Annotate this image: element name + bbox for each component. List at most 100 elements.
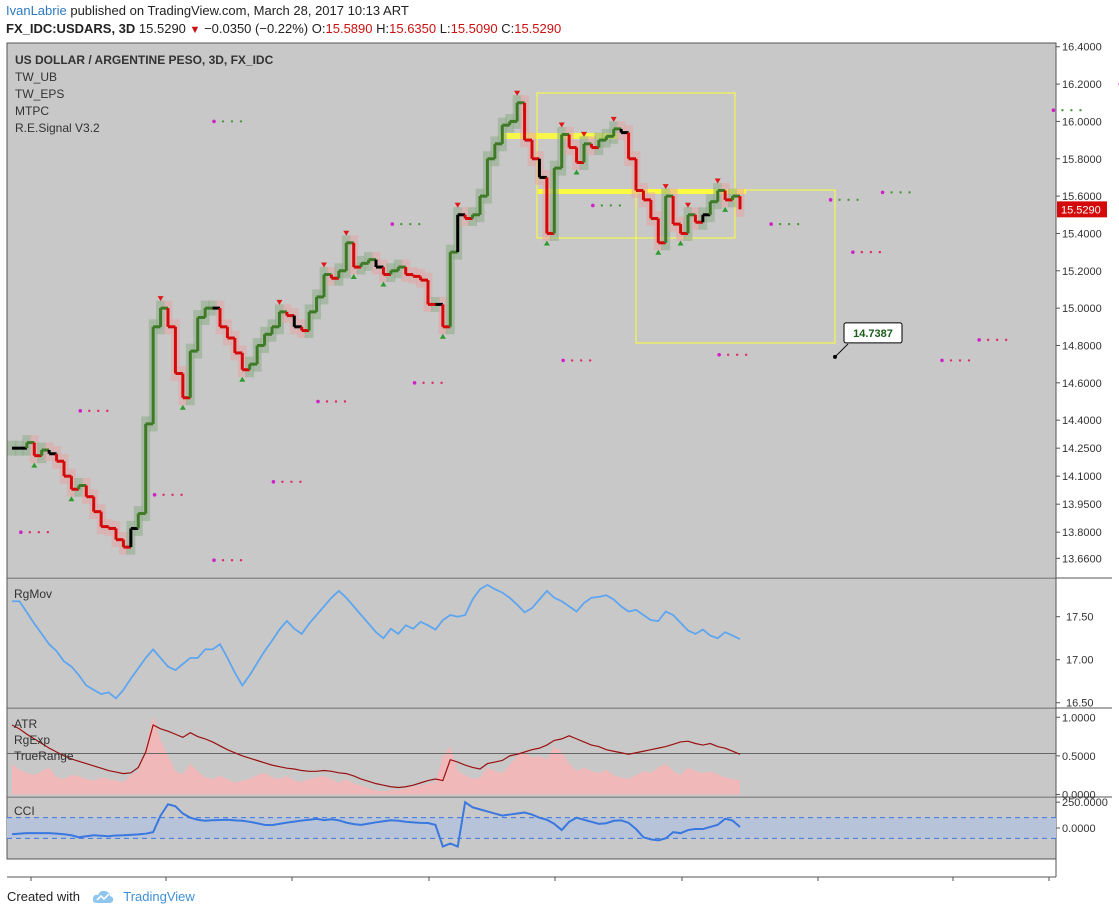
symbol-label: FX_IDC:USDARS, 3D: [6, 21, 136, 36]
sell-signal-triangle: [610, 116, 617, 122]
lower-band-dot: [46, 530, 50, 534]
lower-band-dot: [735, 353, 739, 357]
lower-band-dot: [986, 338, 990, 342]
cci-pane: CCI 250.0000 0.0000: [7, 797, 1108, 849]
lower-band-dot: [343, 400, 347, 403]
upper-band-dot: [1061, 109, 1064, 112]
y-tick-label: 16.0000: [1062, 116, 1102, 128]
lower-band-dot-lead: [940, 358, 944, 363]
main-pane: 16.4000 16.2000 16.0000 15.8000 15.6000 15.40…: [7, 42, 1119, 565]
lower-band-dot: [299, 480, 302, 483]
y-tick-label: 14.1000: [1062, 471, 1102, 483]
upper-band-dot: [1070, 109, 1073, 112]
created-with-text: Created with: [7, 889, 80, 904]
upper-band-dot-lead: [591, 203, 595, 208]
upper-band-dot-lead: [390, 222, 395, 226]
y-tick-label: 16.2000: [1062, 79, 1102, 91]
sell-signal-triangle: [514, 90, 521, 96]
lower-band-dot: [422, 381, 425, 385]
rgmov-tick-label: 17.50: [1066, 612, 1094, 624]
y-tick-label: 13.8000: [1062, 527, 1102, 539]
cci-line: [11, 800, 741, 849]
upper-band-dot: [618, 204, 622, 207]
y-tick-label: 15.6000: [1062, 191, 1102, 203]
buy-signal-triangle: [68, 496, 75, 502]
atr-tick-label: 0.5000: [1062, 751, 1096, 763]
sell-signal-triangle: [685, 202, 691, 208]
tradingview-brand-link[interactable]: TradingView: [123, 889, 195, 904]
chart-svg[interactable]: 16.4000 16.2000 16.0000 15.8000 15.6000 15.40…: [0, 40, 1119, 885]
lower-band-dot: [726, 353, 730, 357]
open-value: 15.5890: [325, 21, 373, 36]
lower-band-dot: [290, 480, 293, 483]
y-tick-label: 14.6000: [1062, 378, 1102, 390]
sell-signal-triangle: [714, 178, 721, 184]
lower-band-dot-lead: [717, 353, 721, 357]
open-label: O:: [311, 21, 326, 36]
author-link[interactable]: IvanLabrie: [6, 3, 67, 18]
last-price-badge-label: 15.5290: [1061, 204, 1101, 216]
lower-band-dot: [744, 353, 748, 357]
y-tick-label: 15.4000: [1062, 228, 1102, 240]
lower-band-dot: [860, 250, 864, 254]
cci-tick-label: 250.0000: [1062, 797, 1108, 809]
atr-pane: ATR RgExp TrueRange 1.0000 0.5000 0.0000: [7, 712, 1096, 801]
chart-header: IvanLabrie published on TradingView.com,…: [6, 2, 1106, 38]
lower-band-dot: [28, 530, 32, 534]
lower-band-dot: [171, 493, 174, 497]
lower-band-dot-lead: [19, 530, 23, 534]
lower-band-dot: [570, 359, 574, 362]
rgmov-line: [12, 583, 741, 700]
atr-label: TrueRange: [14, 749, 74, 763]
last-price-badge: [1057, 201, 1107, 218]
lower-band-dot: [440, 381, 443, 385]
close-label: C:: [501, 21, 515, 36]
y-tick-label: 15.2000: [1062, 266, 1102, 278]
upper-band-dot: [838, 198, 841, 202]
sell-signal-triangle: [343, 230, 350, 236]
buy-signal-triangle: [722, 206, 729, 212]
lower-band-dot: [1004, 338, 1008, 342]
close-value: 15.5290: [514, 21, 562, 36]
lower-band-dot-lead: [977, 338, 981, 342]
cci-label: CCI: [14, 804, 35, 818]
upper-band-dot: [856, 198, 859, 202]
sell-signal-triangle: [454, 202, 461, 208]
footer: Created with TradingView: [7, 889, 195, 904]
lower-band-dot: [995, 338, 999, 342]
rgmov-tick-label: 16.50: [1066, 698, 1094, 710]
chart-title: US DOLLAR / ARGENTINE PESO, 3D, FX_IDC: [15, 53, 274, 67]
lower-band-dot: [37, 530, 41, 534]
publish-line: IvanLabrie published on TradingView.com,…: [6, 2, 1106, 20]
buy-signal-triangle: [677, 240, 684, 246]
lower-band-dot-lead: [316, 399, 320, 404]
lower-band-dot-lead: [851, 250, 855, 254]
target-callout-label: 14.7387: [853, 328, 893, 340]
lower-band-dot: [334, 400, 338, 403]
buy-signal-triangle: [179, 404, 186, 410]
buy-signal-triangle: [573, 169, 580, 175]
price-change: −0.0350 (−0.22%): [204, 21, 309, 36]
upper-band-dot: [890, 191, 893, 194]
pane-bg-main: [7, 43, 1056, 577]
indicator-label: TW_UB: [15, 70, 57, 84]
cci-tick-label: 0.0000: [1062, 823, 1096, 835]
rgmov-tick-label: 17.00: [1066, 655, 1094, 667]
target-callout: [843, 322, 903, 344]
lower-band-dot: [325, 400, 329, 403]
upper-band-dot: [609, 204, 613, 207]
lower-band-dot: [949, 359, 953, 362]
ohlc-line: FX_IDC:USDARS, 3D 15.5290 ▼ −0.0350 (−0.…: [6, 20, 1106, 38]
buy-signal-triangle: [350, 274, 357, 280]
cci-band-fill: [7, 817, 1056, 839]
upper-band-dot: [778, 222, 782, 226]
buy-signal-triangle: [380, 281, 387, 287]
lower-band-dot: [958, 359, 962, 362]
upper-band-dot: [418, 222, 421, 226]
upper-band-dot: [230, 120, 234, 123]
lower-band-dot-lead: [561, 358, 565, 363]
upper-band-dot: [1079, 109, 1082, 112]
atr-line: [11, 724, 741, 789]
lower-band-dot: [579, 359, 583, 362]
sell-signal-triangle: [321, 262, 327, 268]
